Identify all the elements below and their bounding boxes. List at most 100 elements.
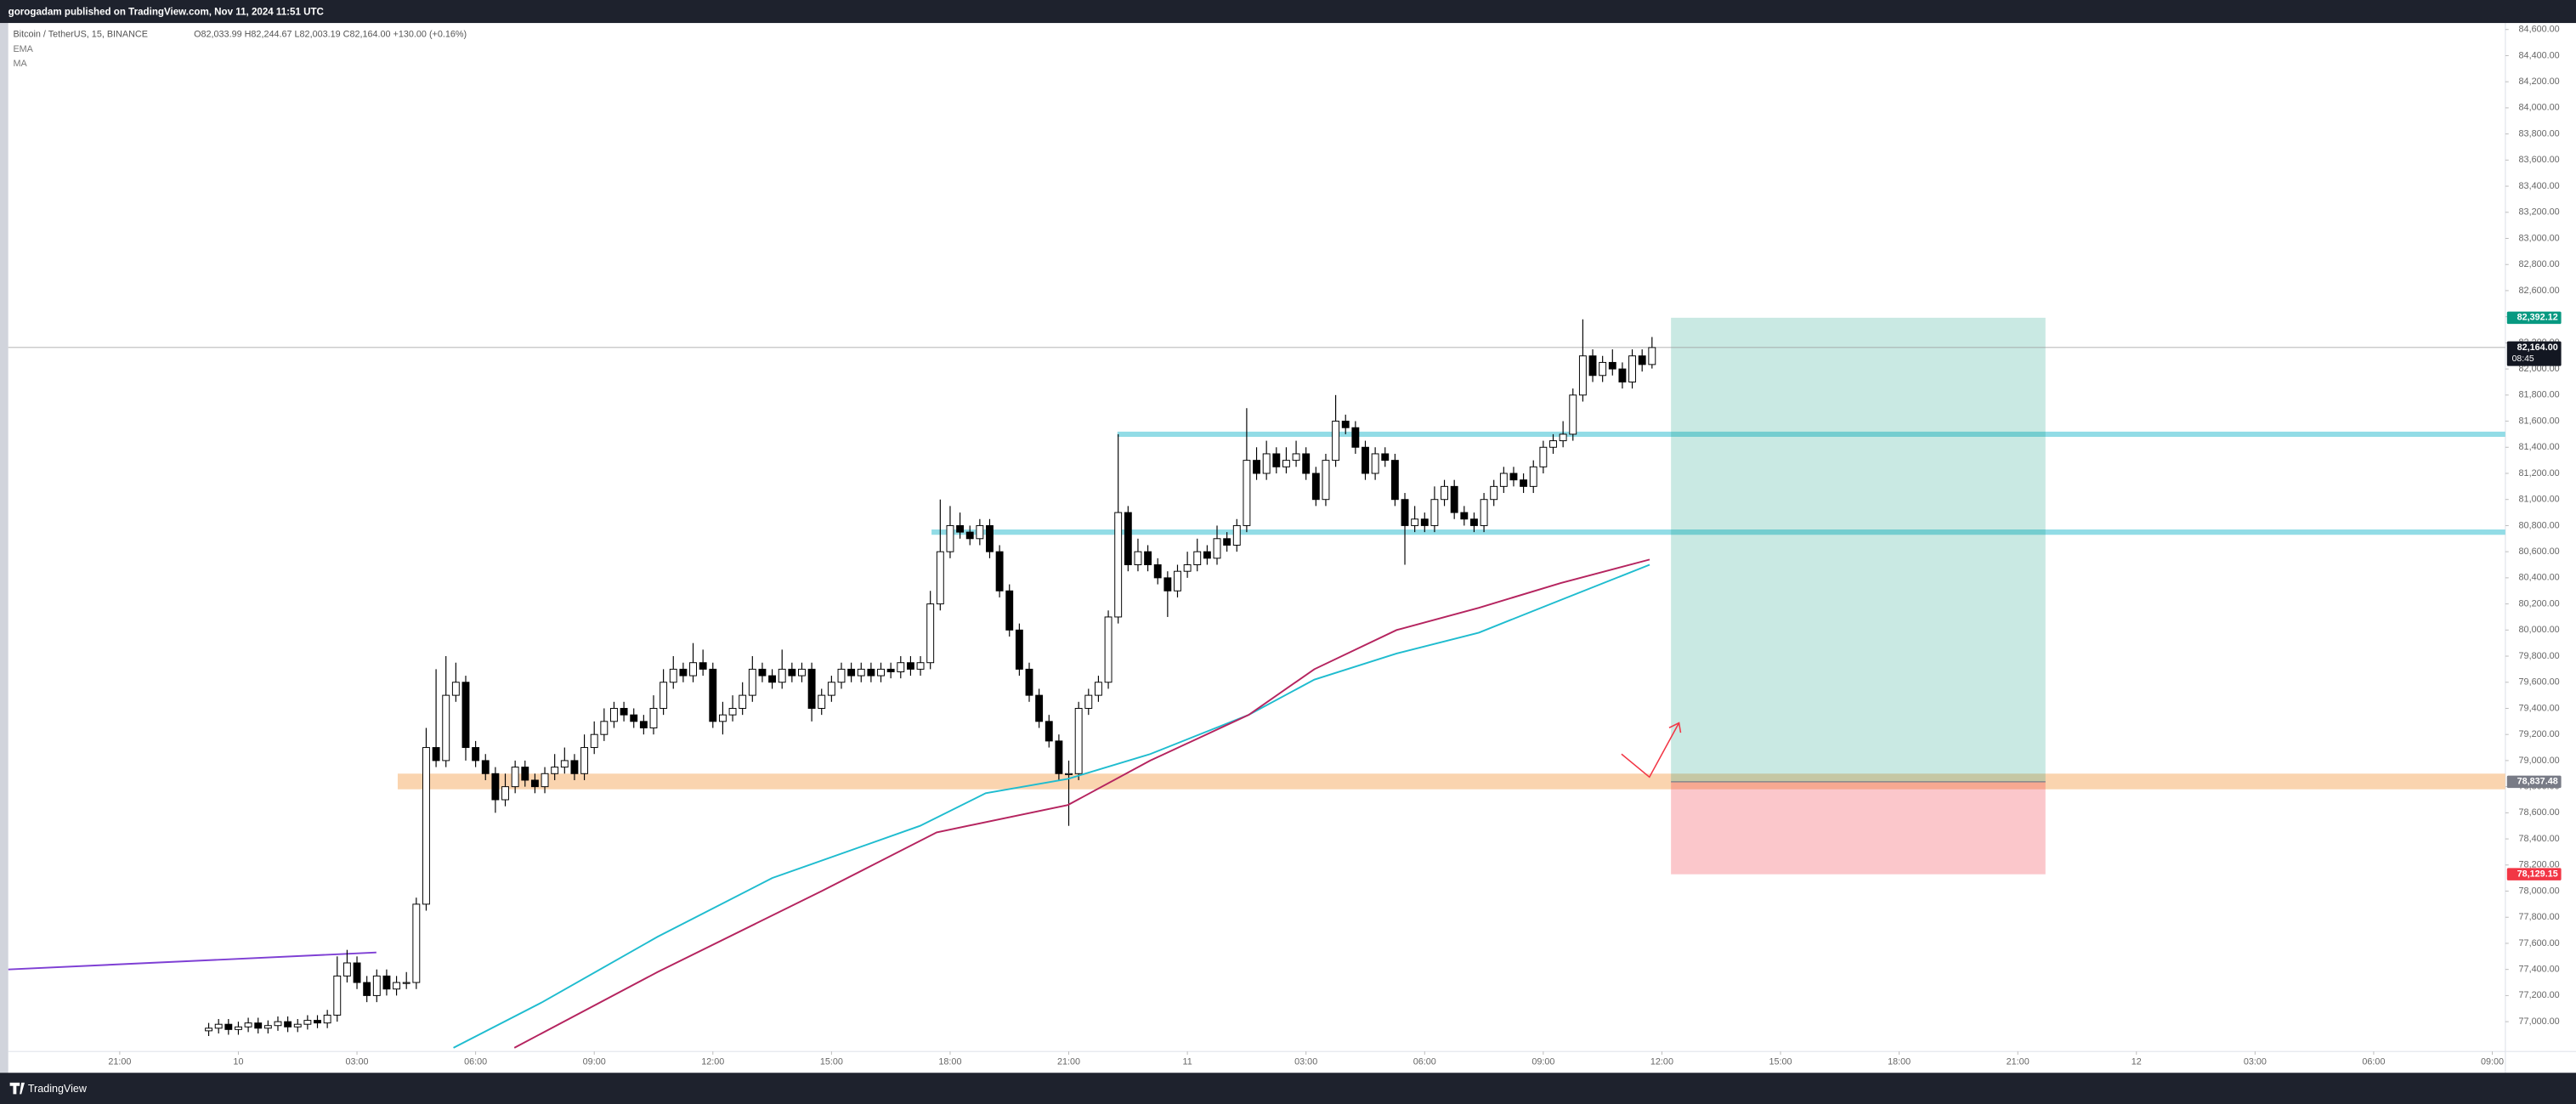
candle-body: [333, 975, 342, 1016]
indicator-label: MA: [13, 59, 27, 69]
candle-body: [798, 668, 806, 677]
candle-body: [1114, 512, 1123, 618]
y-tick-label: 80,000.00: [2519, 625, 2560, 635]
candle-body: [897, 662, 905, 672]
candle-body: [1035, 694, 1044, 722]
candle-body: [718, 714, 727, 722]
candle-body: [1430, 499, 1439, 526]
x-tick-label: 21:00: [1057, 1057, 1080, 1067]
candle-body: [1005, 590, 1014, 631]
candle-body: [541, 773, 549, 788]
candle-body: [1055, 740, 1063, 774]
candle-body: [1124, 512, 1132, 565]
bottom-bar: [0, 1073, 2576, 1104]
candle-body: [867, 668, 875, 677]
candle-body: [284, 1021, 292, 1028]
x-tick-label: 03:00: [346, 1057, 369, 1067]
candle-body: [521, 767, 529, 781]
candle-body: [906, 662, 914, 670]
candle-body: [758, 668, 767, 677]
candle-body: [1588, 355, 1597, 376]
x-tick-label: 15:00: [820, 1057, 843, 1067]
y-tick-label: 81,600.00: [2519, 416, 2560, 426]
candle-body: [590, 733, 598, 749]
candle-body: [1084, 694, 1093, 709]
candle-body: [1094, 682, 1102, 696]
candle-body: [709, 668, 717, 722]
x-tick-label: 12:00: [1650, 1057, 1673, 1067]
y-tick-label: 79,600.00: [2519, 677, 2560, 688]
y-tick-label: 82,600.00: [2519, 286, 2560, 296]
candle-body: [1599, 361, 1607, 376]
candle-body: [1311, 473, 1320, 501]
loss-area: [1671, 781, 2046, 875]
y-tick-label: 83,200.00: [2519, 207, 2560, 218]
candle-body: [1539, 446, 1548, 467]
candle-body: [728, 707, 737, 716]
candle-body: [303, 1020, 312, 1025]
indicator-line: [453, 563, 1650, 1049]
y-tick-label: 82,000.00: [2519, 364, 2560, 374]
candle-body: [877, 668, 885, 677]
candle-body: [1529, 466, 1537, 487]
x-tick-label: 09:00: [1531, 1057, 1554, 1067]
candle-body: [1628, 355, 1636, 382]
candle-body: [1618, 368, 1627, 382]
candle-body: [1608, 361, 1616, 370]
y-tick-label: 77,600.00: [2519, 938, 2560, 948]
y-tick-label: 80,400.00: [2519, 573, 2560, 583]
candle-body: [1104, 616, 1112, 683]
y-tick-label: 79,400.00: [2519, 703, 2560, 713]
candle-body: [600, 721, 609, 735]
candle-body: [263, 1025, 272, 1029]
ohlc: O82,033.99 H82,244.67 L82,003.19 C82,164…: [194, 29, 467, 39]
y-tick-label: 80,600.00: [2519, 546, 2560, 557]
candle-body: [501, 786, 509, 801]
candle-body: [807, 668, 816, 709]
candle-body: [422, 747, 430, 905]
candle-body: [1362, 446, 1369, 474]
indicator-line: [513, 558, 1650, 1049]
x-tick-label: 06:00: [1413, 1057, 1436, 1067]
y-tick-label: 78,200.00: [2519, 860, 2560, 870]
candle-body: [1015, 629, 1023, 670]
candle-body: [956, 524, 965, 533]
left-edge: [0, 23, 8, 1073]
candle-body: [916, 662, 925, 670]
candle-body: [235, 1026, 242, 1030]
candle-body: [511, 767, 519, 788]
candle-body: [669, 668, 677, 683]
x-tick-label: 09:00: [2481, 1057, 2504, 1067]
candle-body: [1390, 460, 1399, 501]
candle-body: [857, 668, 865, 677]
profit-area: [1671, 317, 2046, 782]
y-tick-label: 77,200.00: [2519, 990, 2560, 1000]
candle-body: [580, 747, 589, 774]
candle-body: [1174, 570, 1181, 592]
axes: 77,000.00 77,200.00 77,400.00 77,600.00 77,8…: [108, 25, 2559, 1067]
y-tick-label: 79,000.00: [2519, 756, 2560, 766]
arrow-drawing: [1621, 722, 1680, 778]
y-tick-label: 84,000.00: [2519, 103, 2560, 113]
candle-body: [372, 975, 381, 996]
y-tick-label: 83,800.00: [2519, 128, 2560, 139]
candle-body: [1460, 512, 1469, 520]
candle-body: [1045, 721, 1053, 742]
candle-body: [1223, 538, 1231, 546]
y-tick-label: 81,000.00: [2519, 495, 2560, 505]
price-tag: [2506, 311, 2562, 325]
candle-body: [1520, 479, 1528, 487]
y-tick-label: 79,800.00: [2519, 651, 2560, 661]
publish-info: gorogadam published on TradingView.com, …: [8, 8, 325, 18]
drawings: [1621, 722, 1682, 778]
x-tick-label: 06:00: [2362, 1057, 2385, 1067]
candle-body: [649, 707, 658, 728]
candle-body: [610, 707, 618, 722]
candle-body: [1332, 421, 1340, 461]
candle-body: [1480, 499, 1488, 526]
y-tick-label: 83,000.00: [2519, 233, 2560, 243]
logo: [9, 1082, 25, 1095]
candle-body: [1183, 564, 1192, 572]
candle-body: [1559, 433, 1567, 442]
y-tick-label: 77,400.00: [2519, 965, 2560, 975]
